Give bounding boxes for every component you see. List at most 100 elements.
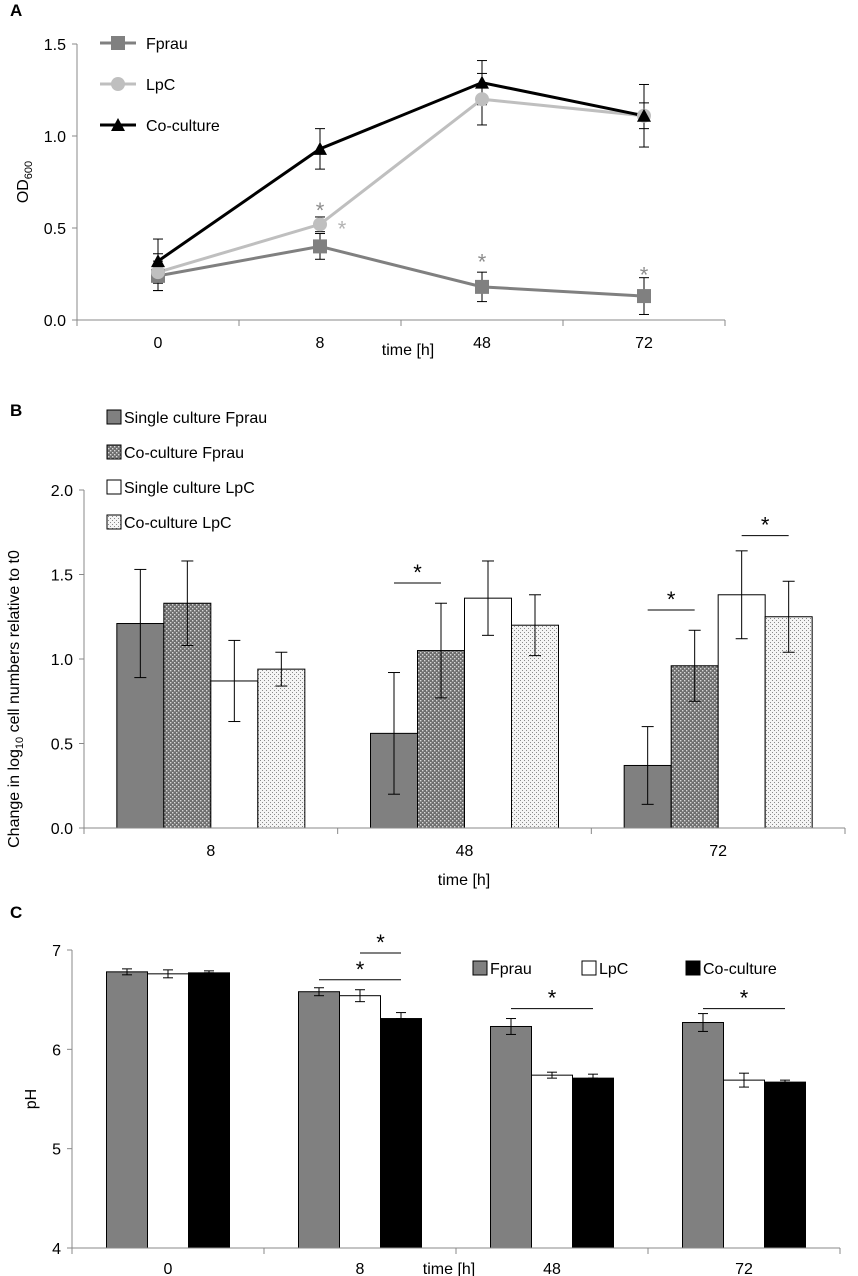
legend-label: LpC xyxy=(599,961,628,978)
y-tick-label: 0.0 xyxy=(51,821,73,838)
panel-b-bar-chart: B 0.0 0.5 1.0 1.5 2.0 8 48 72 time [h] Change in l… xyxy=(6,401,846,889)
y-tick-label: 0.5 xyxy=(51,737,73,754)
legend-label: LpC xyxy=(146,77,175,94)
legend: Fprau LpC Co-culture xyxy=(100,36,220,135)
significance-star: * xyxy=(356,957,365,982)
y-tick-label: 6 xyxy=(52,1042,61,1059)
legend-label: Co-culture xyxy=(146,118,220,135)
y-axis-title-main: OD xyxy=(15,179,32,203)
y-tick-label: 4 xyxy=(52,1241,61,1258)
significance-star: * xyxy=(667,587,676,612)
y-axis-title: pH xyxy=(23,1089,40,1109)
legend-label: Single culture Fprau xyxy=(124,410,267,427)
legend-marker xyxy=(111,77,125,91)
x-tick-label: 48 xyxy=(543,1261,561,1276)
data-point-lpc xyxy=(475,92,489,107)
significance-star: * xyxy=(478,249,487,274)
legend-swatch xyxy=(106,514,122,530)
data-point-co-culture xyxy=(475,75,489,89)
y-tick-label: 7 xyxy=(52,943,61,960)
series-line-fprau xyxy=(157,244,645,298)
bar-co-culture xyxy=(764,1081,806,1249)
y-axis-title: Change in log10 cell numbers relative to… xyxy=(6,550,26,848)
bar-single-culture-lpc xyxy=(464,597,512,829)
x-tick-label: 48 xyxy=(473,335,491,352)
legend-swatch xyxy=(106,409,122,425)
legend-label: Co-culture LpC xyxy=(124,515,232,532)
panel-label: A xyxy=(10,1,22,20)
significance-star: * xyxy=(761,513,770,538)
legend-marker xyxy=(111,118,125,131)
bar-co-culture-lpc xyxy=(257,668,306,829)
significance-star: * xyxy=(640,262,649,287)
bar-co-culture xyxy=(188,972,230,1249)
x-tick-label: 8 xyxy=(356,1261,365,1276)
panel-label: C xyxy=(10,903,22,922)
y-tick-label: 1.5 xyxy=(51,568,73,585)
data-point-lpc xyxy=(151,265,165,280)
y-tick-label: 0.0 xyxy=(44,313,66,330)
y-tick-label: 0.5 xyxy=(44,221,66,238)
panel-label: B xyxy=(10,401,22,420)
x-tick-label: 72 xyxy=(735,1261,753,1276)
legend-label: Co-culture xyxy=(703,961,777,978)
significance-star: * xyxy=(413,560,422,585)
x-axis-title: time [h] xyxy=(438,872,490,889)
bar-lpc xyxy=(723,1079,765,1249)
data-point-co-culture xyxy=(313,141,327,155)
significance-star: * xyxy=(740,986,749,1011)
data-point-fprau xyxy=(313,239,327,254)
legend-label: Fprau xyxy=(490,961,532,978)
y-axis-title-main: Change in log xyxy=(6,749,23,848)
bar-co-culture-fprau xyxy=(417,650,465,829)
legend: Single culture Fprau Co-culture Fprau Sing… xyxy=(106,409,267,532)
legend-label: Single culture LpC xyxy=(124,480,255,497)
y-tick-label: 1.0 xyxy=(51,652,73,669)
x-tick-label: 72 xyxy=(635,335,653,352)
bar-lpc xyxy=(147,973,189,1249)
legend-label: Co-culture Fprau xyxy=(124,445,244,462)
y-tick-label: 2.0 xyxy=(51,483,73,500)
significance-star: * xyxy=(316,198,325,223)
x-axis-title: time [h] xyxy=(382,342,434,359)
bar-co-culture xyxy=(380,1018,422,1249)
data-point-lpc xyxy=(313,217,327,232)
legend-marker xyxy=(111,36,125,50)
bar-fprau xyxy=(682,1022,724,1249)
bar-fprau xyxy=(298,991,340,1249)
bar-fprau xyxy=(106,971,148,1249)
x-tick-label: 8 xyxy=(206,843,215,860)
significance-star: * xyxy=(548,986,557,1011)
y-axis-title-subscript: 10 xyxy=(14,737,26,749)
y-axis-title-subscript: 600 xyxy=(23,161,35,179)
data-point-fprau xyxy=(637,289,651,304)
x-tick-label: 72 xyxy=(709,843,727,860)
significance-star: * xyxy=(376,930,385,955)
x-axis-title: time [h] xyxy=(423,1261,475,1276)
bar-co-culture-lpc xyxy=(511,624,559,829)
x-tick-label: 0 xyxy=(154,335,163,352)
y-axis-title-rest: cell numbers relative to t0 xyxy=(6,550,23,737)
legend-swatch xyxy=(106,444,122,460)
legend-swatch xyxy=(472,960,488,976)
bar-co-culture xyxy=(572,1077,614,1249)
bar-fprau xyxy=(490,1025,532,1249)
legend-swatch xyxy=(581,960,597,976)
data-point-fprau xyxy=(475,279,489,294)
legend-swatch xyxy=(685,960,701,976)
y-tick-label: 5 xyxy=(52,1142,61,1159)
bar-lpc xyxy=(339,995,381,1249)
y-axis-title: OD600 xyxy=(15,161,35,203)
x-tick-label: 8 xyxy=(316,335,325,352)
panel-a-line-chart: A 0.0 0.5 1.0 1.5 0 8 48 72 time [h] OD600 * * * * Fpra… xyxy=(10,1,726,359)
x-tick-label: 48 xyxy=(456,843,474,860)
data-point-co-culture xyxy=(637,108,651,122)
y-tick-label: 1.0 xyxy=(44,129,66,146)
legend-label: Fprau xyxy=(146,36,188,53)
panel-c-bar-chart: C 4 5 6 7 0 8 48 72 time [h] pH * * * * Fprau LpC Co-cult… xyxy=(10,903,841,1276)
significance-star: * xyxy=(338,216,347,241)
series-line-co-culture xyxy=(157,81,645,263)
legend: Fprau LpC Co-culture xyxy=(472,960,777,978)
legend-swatch xyxy=(106,479,122,495)
